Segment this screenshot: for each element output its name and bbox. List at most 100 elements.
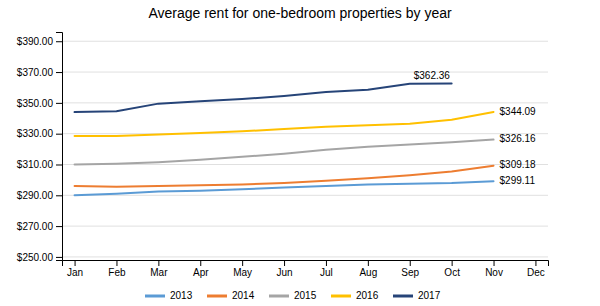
- legend-swatch: [393, 295, 413, 298]
- y-tick-label: $310.00: [17, 159, 54, 170]
- legend-item: 2013: [145, 290, 193, 301]
- y-tick: $330.00: [17, 128, 62, 139]
- legend-swatch: [207, 295, 227, 298]
- x-tick: Jun: [276, 260, 292, 278]
- x-tick: Jul: [320, 260, 333, 278]
- annotation: $299.11: [500, 175, 536, 186]
- legend-label: 2015: [294, 290, 317, 301]
- x-tick-mark: [368, 260, 369, 266]
- x-tick-mark: [284, 260, 285, 266]
- chart: Average rent for one-bedroom properties …: [0, 0, 600, 306]
- y-tick-label: $270.00: [17, 221, 54, 232]
- y-tick-label: $390.00: [17, 36, 54, 47]
- grid-line: [62, 164, 548, 165]
- annotation: $344.09: [500, 106, 537, 117]
- x-tick-mark: [535, 260, 536, 266]
- x-tick-label: Jun: [276, 267, 292, 278]
- title: Average rent for one-bedroom properties …: [148, 5, 452, 21]
- legend-swatch: [145, 295, 165, 298]
- x-tick-label: Oct: [444, 267, 460, 278]
- x-tick: Apr: [193, 260, 209, 278]
- legend-label: 2013: [170, 290, 193, 301]
- plot: $250.00 $270.00 $290.00 $310.00 $330.00 $350.…: [17, 33, 549, 279]
- y-tick-mark: [56, 103, 62, 104]
- x-tick-mark: [410, 260, 411, 266]
- y-tick: $310.00: [17, 159, 62, 170]
- y-axis-line: [56, 33, 63, 261]
- legend-item: 2016: [331, 290, 379, 301]
- y-tick-mark: [56, 72, 62, 73]
- x-tick: Sep: [401, 260, 419, 278]
- legend-item: 2017: [393, 290, 441, 301]
- series-line: [75, 166, 494, 187]
- y-tick-mark: [56, 257, 62, 258]
- legend-label: 2017: [418, 290, 441, 301]
- x-tick: Oct: [444, 260, 460, 278]
- x-tick-mark: [158, 260, 159, 266]
- legend-swatch: [331, 295, 351, 298]
- y-tick-mark: [56, 134, 62, 135]
- grid-line: [62, 195, 548, 196]
- annotation: $362.36: [414, 70, 451, 81]
- y-tick: $270.00: [17, 221, 62, 232]
- x-tick-mark: [242, 260, 243, 266]
- y-tick-label: $330.00: [17, 128, 54, 139]
- y-tick-mark: [56, 226, 62, 227]
- grid-line: [62, 256, 548, 257]
- grid-line: [62, 226, 548, 227]
- y-tick-mark: [56, 41, 62, 42]
- x-tick-label: Sep: [401, 267, 419, 278]
- grid: [62, 41, 548, 257]
- x-tick: Feb: [108, 260, 126, 278]
- x-tick-mark: [116, 260, 117, 266]
- legend: 2013 2014 2015 2016 2017: [145, 290, 441, 301]
- y-axis: $250.00 $270.00 $290.00 $310.00 $330.00 $350.…: [17, 33, 63, 263]
- x-tick-mark: [326, 260, 327, 266]
- y-tick: $290.00: [17, 190, 62, 201]
- x-tick: May: [233, 260, 252, 278]
- grid-line: [62, 41, 548, 42]
- x-tick-label: May: [233, 267, 252, 278]
- x-tick: Nov: [485, 260, 503, 278]
- lines: [75, 84, 494, 196]
- annotation: $309.18: [500, 159, 537, 170]
- x-tick-label: Feb: [108, 267, 126, 278]
- y-tick-mark: [56, 164, 62, 165]
- y-tick-mark: [56, 195, 62, 196]
- x-tick-label: Aug: [359, 267, 377, 278]
- annotation: $326.16: [500, 133, 537, 144]
- y-tick: $250.00: [17, 252, 62, 263]
- legend-item: 2014: [207, 290, 255, 301]
- x-tick-label: Apr: [193, 267, 209, 278]
- x-tick-label: Dec: [527, 267, 545, 278]
- series-line: [75, 140, 494, 165]
- x-axis: Jan Feb Mar Apr May Jun Jul Aug Sep Oct Nov Dec: [63, 260, 549, 278]
- legend-swatch: [269, 295, 289, 298]
- annotations: $344.09 $326.16 $309.18 $299.11 $362.36: [414, 70, 536, 186]
- grid-line: [62, 102, 548, 103]
- x-tick: Aug: [359, 260, 377, 278]
- y-tick: $370.00: [17, 67, 62, 78]
- y-tick-label: $250.00: [17, 252, 54, 263]
- y-tick: $350.00: [17, 98, 62, 109]
- x-tick: Jan: [67, 260, 83, 278]
- y-tick-label: $350.00: [17, 98, 54, 109]
- legend-label: 2016: [356, 290, 379, 301]
- legend-item: 2015: [269, 290, 317, 301]
- x-tick-label: Jul: [320, 267, 333, 278]
- series-line: [75, 112, 494, 136]
- y-tick: $390.00: [17, 36, 62, 47]
- grid-line: [62, 72, 548, 73]
- grid-line: [62, 133, 548, 134]
- y-tick-label: $370.00: [17, 67, 54, 78]
- y-tick-label: $290.00: [17, 190, 54, 201]
- x-tick: Mar: [150, 260, 168, 278]
- x-tick-mark: [494, 260, 495, 266]
- legend-label: 2014: [232, 290, 255, 301]
- x-tick-mark: [75, 260, 76, 266]
- x-axis-line: [63, 261, 549, 267]
- x-tick-label: Jan: [67, 267, 83, 278]
- x-tick-mark: [452, 260, 453, 266]
- series-line: [75, 84, 452, 113]
- x-tick-mark: [200, 260, 201, 266]
